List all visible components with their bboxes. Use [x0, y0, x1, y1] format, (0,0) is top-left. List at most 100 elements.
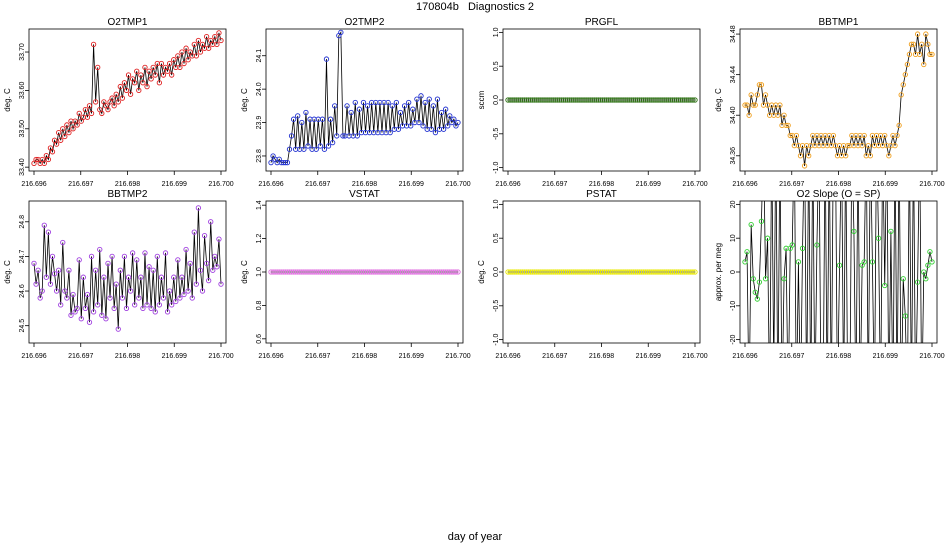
data-point: [62, 133, 68, 140]
x-tick-label: 216.699: [636, 353, 661, 360]
data-point: [132, 302, 138, 308]
data-point: [798, 405, 802, 409]
chart-panel: PSTAT 216.696 216.697 216.698 216.699 216.700…: [477, 189, 708, 360]
data-point: [344, 103, 350, 109]
data-point: [865, 142, 871, 149]
x-tick-label: 216.696: [258, 181, 283, 188]
data-layer: [742, 31, 935, 169]
data-point: [86, 103, 93, 109]
data-point: [416, 119, 422, 126]
data-point: [136, 295, 142, 301]
data-point: [858, 405, 862, 409]
data-point: [422, 99, 428, 106]
data-point: [451, 116, 457, 122]
y-tick-label: 1.0: [256, 267, 263, 277]
data-point: [148, 305, 154, 312]
data-point: [181, 291, 187, 298]
y-axis-label: deg. C: [3, 260, 12, 284]
data-point: [156, 302, 163, 308]
chart-title: O2 Slope (O = SP): [797, 189, 881, 200]
y-tick-label: 24.0: [256, 82, 263, 96]
data-point: [923, 31, 929, 37]
y-tick-label: 33.60: [19, 82, 26, 100]
data-point: [354, 133, 360, 139]
data-point: [39, 288, 45, 294]
data-point: [183, 45, 189, 51]
data-point: [894, 132, 900, 139]
x-tick-label: 216.696: [732, 181, 757, 188]
data-point: [921, 269, 927, 275]
data-point: [920, 405, 924, 409]
x-tick-label: 216.700: [208, 353, 233, 360]
data-point: [74, 305, 80, 312]
plot-frame: [28, 200, 227, 344]
data-point: [748, 92, 754, 98]
data-point: [49, 149, 56, 155]
data-point: [303, 109, 309, 116]
data-point: [70, 291, 76, 298]
data-point: [794, 405, 798, 409]
data-point: [917, 135, 921, 139]
data-point: [305, 143, 311, 149]
data-point: [56, 129, 62, 136]
x-tick-label: 216.699: [873, 353, 898, 360]
y-tick-label: 0.5: [493, 61, 500, 71]
data-point: [41, 222, 47, 228]
data-point: [144, 83, 150, 90]
data-point: [841, 405, 845, 409]
data-point: [787, 132, 793, 139]
data-point: [861, 132, 867, 139]
data-point: [78, 316, 84, 322]
y-axis-label: deg. C: [714, 88, 723, 112]
data-point: [911, 135, 915, 139]
data-point: [111, 305, 117, 312]
x-tick-label: 216.697: [68, 353, 93, 360]
data-point: [908, 41, 915, 47]
data-point: [882, 132, 888, 139]
data-point: [101, 274, 107, 280]
data-point: [43, 274, 49, 280]
data-point: [214, 41, 220, 48]
data-point: [414, 96, 420, 102]
data-point: [869, 259, 876, 265]
data-point: [875, 235, 882, 241]
data-point: [744, 249, 750, 255]
data-point: [819, 405, 823, 409]
y-tick-label: 1.0: [493, 199, 500, 209]
data-point: [45, 156, 52, 163]
data-point: [99, 110, 105, 117]
data-point: [177, 64, 183, 71]
data-point: [171, 57, 177, 63]
data-point: [216, 30, 222, 36]
data-point: [80, 274, 86, 280]
data-point: [750, 102, 756, 108]
data-point: [902, 71, 908, 78]
data-point: [282, 159, 289, 166]
data-point: [752, 289, 758, 295]
y-axis-label: deg. C: [3, 88, 12, 112]
data-point: [781, 112, 787, 118]
x-tick-label: 216.700: [919, 353, 944, 360]
y-tick-label: 33.70: [19, 43, 26, 61]
x-tick-label: 216.699: [399, 353, 424, 360]
data-point: [929, 51, 935, 58]
data-point: [76, 257, 82, 263]
data-point: [82, 305, 89, 312]
data-point: [348, 109, 354, 116]
y-tick-label: 10: [730, 234, 737, 242]
data-point: [152, 72, 158, 78]
data-point: [925, 41, 931, 47]
y-axis-label: deg. C: [477, 260, 486, 284]
x-tick-label: 216.700: [445, 353, 470, 360]
y-tick-label: 1.0: [493, 27, 500, 37]
data-point: [900, 276, 906, 282]
data-point: [123, 305, 130, 312]
data-point: [843, 135, 847, 139]
x-tick-label: 216.698: [826, 181, 851, 188]
y-tick-label: 23.9: [256, 116, 263, 130]
data-point: [914, 31, 921, 37]
x-tick-label: 216.700: [682, 353, 707, 360]
data-point: [804, 405, 808, 409]
data-point: [846, 405, 850, 409]
data-point: [286, 146, 293, 152]
